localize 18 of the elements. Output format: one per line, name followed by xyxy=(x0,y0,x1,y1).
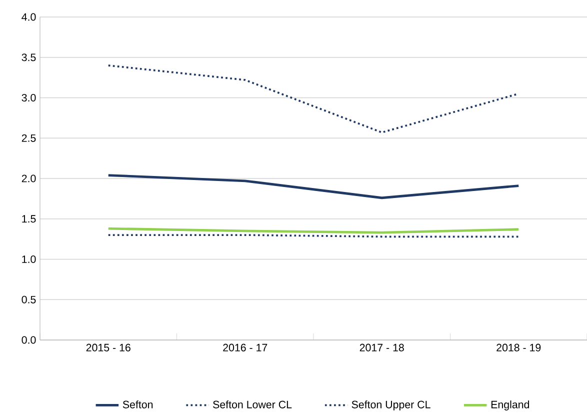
legend-label: Sefton Upper CL xyxy=(352,400,430,410)
legend-label: England xyxy=(491,400,530,410)
y-tick-label: 3.5 xyxy=(22,54,36,62)
y-tick-label: 0.5 xyxy=(22,296,36,304)
y-tick-label: 1.0 xyxy=(22,255,36,264)
legend-label: Sefton Lower CL xyxy=(213,400,292,408)
y-tick-label: 2.0 xyxy=(22,174,36,182)
y-tick-label: 0.0 xyxy=(22,336,36,344)
x-tick-label: 2018 - 19 xyxy=(496,344,541,352)
x-tick-label: 2017 - 18 xyxy=(360,344,404,352)
x-tick-label: 2015 - 16 xyxy=(86,344,130,352)
y-tick-label: 2.5 xyxy=(22,134,36,142)
y-tick-label: 4.0 xyxy=(22,13,36,21)
y-tick-label: 1.5 xyxy=(22,215,36,223)
x-tick-label: 2016 - 17 xyxy=(223,344,268,352)
line-series xyxy=(107,174,520,200)
legend-label: Sefton xyxy=(122,400,153,408)
y-tick-label: 3.0 xyxy=(22,94,36,102)
